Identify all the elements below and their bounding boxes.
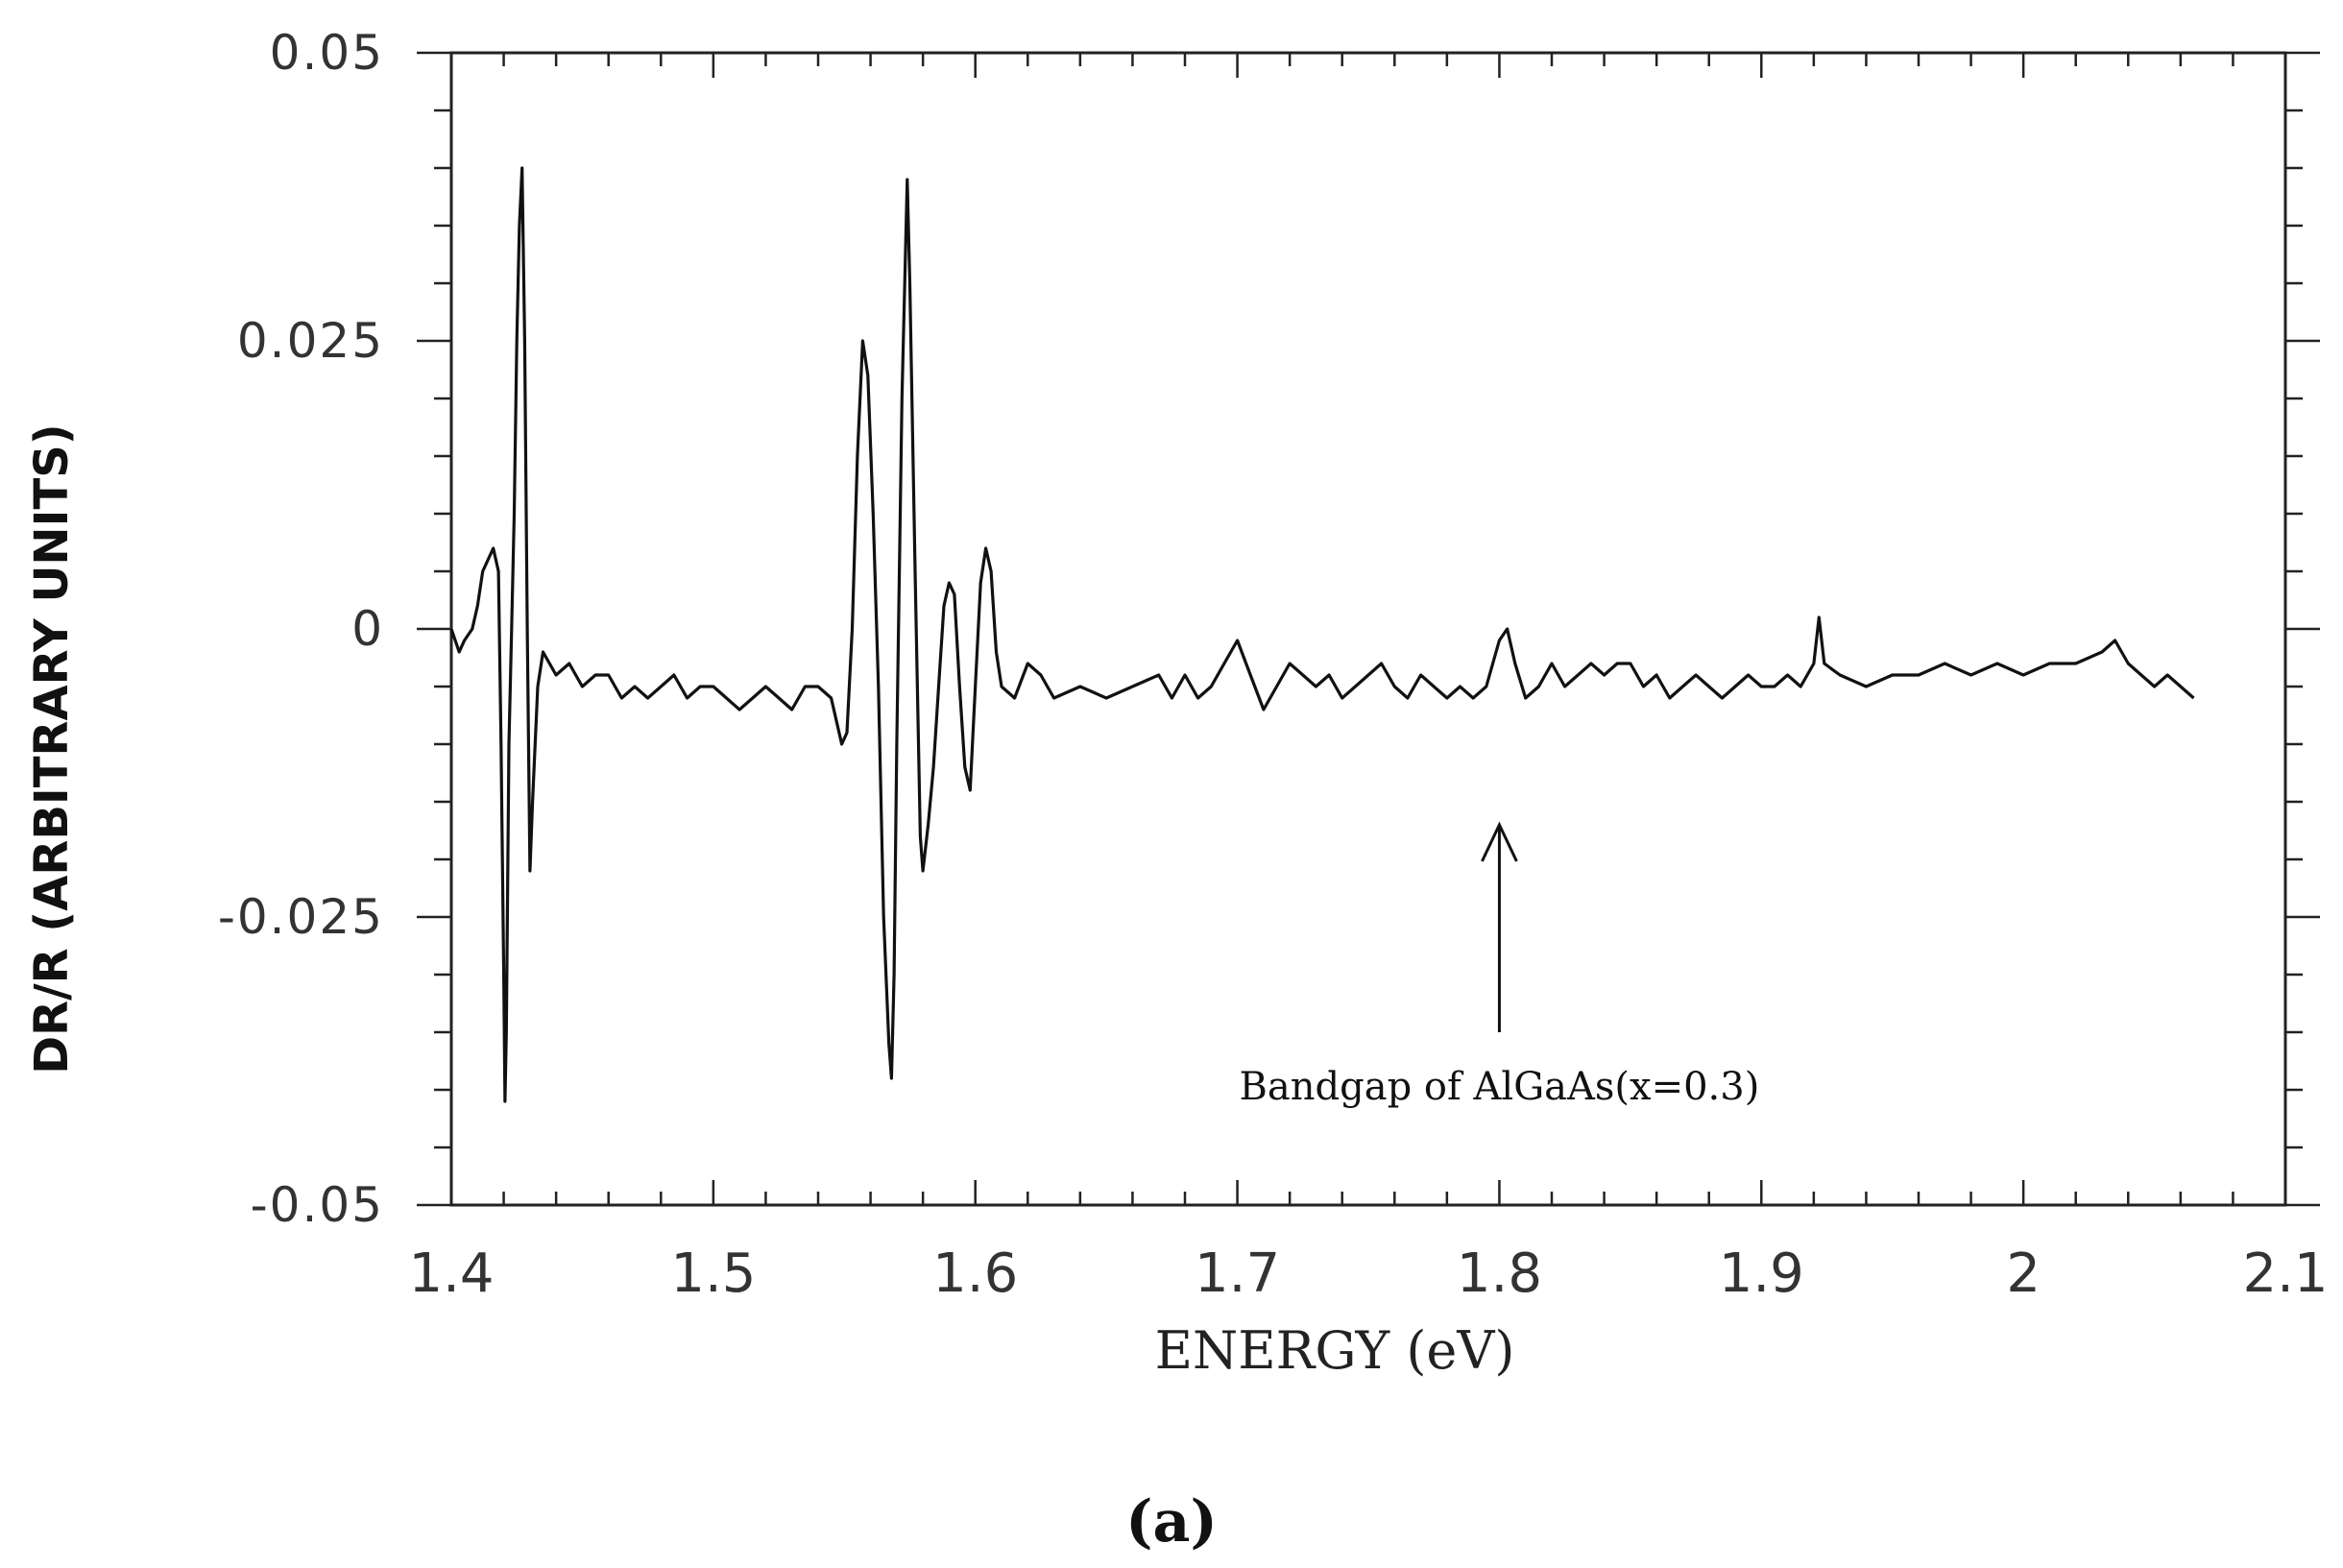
figure-caption: (a) [1125, 1488, 1218, 1556]
y-tick-label: -0.05 [251, 1177, 384, 1233]
y-tick-label: 0 [351, 601, 384, 657]
x-tick-label: 2.1 [2242, 1242, 2328, 1305]
y-tick-labels: 0.05 0.025 0 -0.025 -0.05 [218, 25, 384, 1233]
x-tick-label: 1.7 [1195, 1242, 1280, 1305]
annotation-arrow-head [1481, 821, 1518, 862]
series-line-0 [449, 166, 2195, 1103]
x-tick-label: 1.4 [408, 1242, 494, 1305]
x-tick-label: 1.5 [670, 1242, 756, 1305]
plot-border [449, 51, 2287, 1207]
y-axis-title: DR/R (ARBITRARY UNITS) [25, 423, 79, 1073]
x-tick-label: 1.8 [1457, 1242, 1542, 1305]
annotation: Bandgap of AlGaAs(x=0.3) [1240, 821, 1760, 1109]
data-series [449, 166, 2195, 1103]
x-tick-label: 1.6 [932, 1242, 1018, 1305]
x-tick-label: 1.9 [1719, 1242, 1804, 1305]
x-tick-labels: 1.4 1.5 1.6 1.7 1.8 1.9 2 2.1 [408, 1242, 2328, 1305]
y-tick-label: -0.025 [218, 889, 384, 945]
x-tick-label: 2 [2006, 1242, 2041, 1305]
plot-frame [449, 51, 2287, 1207]
axis-ticks [417, 51, 2320, 1207]
x-axis-title: ENERGY (eV) [1155, 1320, 1515, 1381]
y-tick-label: 0.05 [270, 25, 384, 81]
annotation-label: Bandgap of AlGaAs(x=0.3) [1240, 1065, 1760, 1109]
y-tick-label: 0.025 [237, 313, 384, 369]
